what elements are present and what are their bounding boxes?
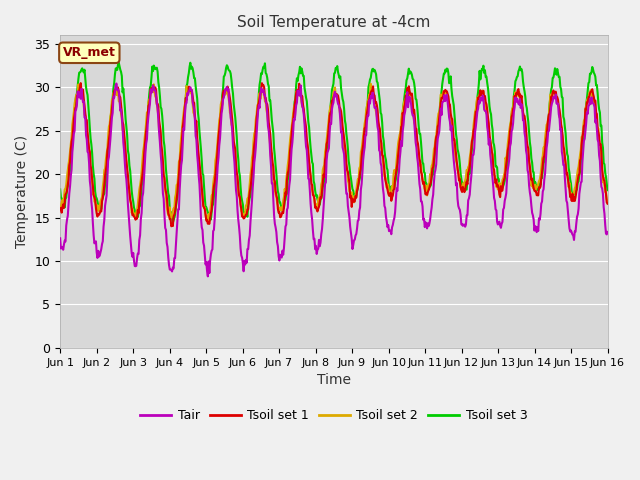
- Title: Soil Temperature at -4cm: Soil Temperature at -4cm: [237, 15, 431, 30]
- Y-axis label: Temperature (C): Temperature (C): [15, 135, 29, 248]
- X-axis label: Time: Time: [317, 373, 351, 387]
- Legend: Tair, Tsoil set 1, Tsoil set 2, Tsoil set 3: Tair, Tsoil set 1, Tsoil set 2, Tsoil se…: [135, 404, 532, 427]
- Text: VR_met: VR_met: [63, 46, 116, 59]
